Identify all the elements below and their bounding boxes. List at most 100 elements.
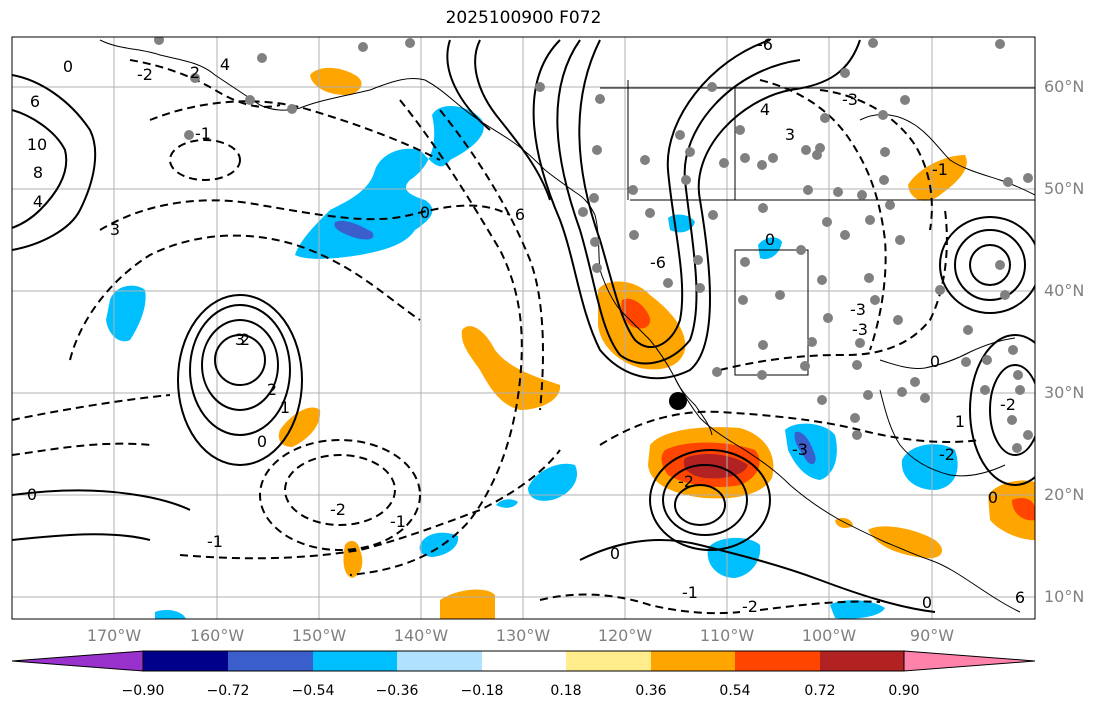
lon-label-120w: 120°W <box>597 626 653 645</box>
shading-orange-small-pacific <box>835 518 853 528</box>
colorbar-frame <box>142 650 905 672</box>
coastlines <box>99 39 1035 613</box>
contours-solid <box>12 39 1035 613</box>
shading-red-california <box>621 298 651 329</box>
contour-label: 6 <box>515 205 525 224</box>
contour-label: 10 <box>27 135 47 154</box>
shading-orange-pacific <box>461 326 561 410</box>
marker-point <box>669 392 687 410</box>
shading-orange-central-america <box>868 526 943 559</box>
shading-blue-mexico-dark <box>794 431 816 465</box>
contour-label: -1 <box>390 512 406 531</box>
contour-label: 2 <box>190 63 200 82</box>
contour-label: -3 <box>850 300 866 319</box>
contour-label: 0 <box>930 352 940 371</box>
colorbar-left-extension <box>11 650 144 672</box>
shading-blue-small-1 <box>419 532 459 557</box>
contour-label: -2 <box>330 500 346 519</box>
colorbar-segment-1 <box>143 651 228 671</box>
lon-label-150w: 150°W <box>291 626 347 645</box>
contour-label: -2 <box>742 597 758 616</box>
lat-label-40n: 40°N <box>1044 281 1085 300</box>
shading-blue-dark <box>334 220 374 240</box>
colorbar-tick-label: −0.36 <box>375 683 419 699</box>
colorbar-segment-3 <box>313 651 397 671</box>
contour-label: 0 <box>27 485 37 504</box>
colorbar-tick-label: 0.90 <box>888 683 920 699</box>
map-title: 2025100900 F072 <box>445 8 602 28</box>
shading-orange-hawaii <box>278 407 321 447</box>
shading-blue-central <box>528 463 578 501</box>
contour-label: -6 <box>650 253 666 272</box>
lon-label-90w: 90°W <box>909 626 955 645</box>
colorbar-tick-label: −0.54 <box>291 683 335 699</box>
contour-label: 0 <box>765 230 775 249</box>
contour-label: 0 <box>610 544 620 563</box>
colorbar <box>11 650 1036 672</box>
shading-orange-small-south <box>343 540 363 578</box>
contour-label: 0 <box>63 57 73 76</box>
lat-label-10n: 10°N <box>1044 587 1085 606</box>
colorbar-tick-label: 0.18 <box>550 683 582 699</box>
contour-label: 3 <box>785 125 795 144</box>
colorbar-segment-7 <box>651 651 735 671</box>
shading-blue-small-5 <box>155 610 186 619</box>
shading-blue-west-pacific <box>106 285 146 342</box>
colorbar-segment-8 <box>735 651 820 671</box>
colorbar-tick-label: 0.36 <box>635 683 667 699</box>
lat-label-50n: 50°N <box>1044 179 1085 198</box>
contour-label: 4 <box>760 100 770 119</box>
contour-label: 0 <box>988 488 998 507</box>
contour-label: -6 <box>757 35 773 54</box>
colorbar-segment-4 <box>397 651 482 671</box>
contour-label: 1 <box>955 412 965 431</box>
colorbar-tick-label: 0.72 <box>804 683 836 699</box>
colorbar-right-extension <box>903 650 1036 672</box>
colorbar-segment-2 <box>228 651 313 671</box>
graticule <box>12 37 1035 619</box>
contour-label: -1 <box>195 124 211 143</box>
contours-dashed <box>12 59 981 615</box>
colorbar-tick-label: 0.54 <box>719 683 751 699</box>
map-frame <box>11 36 1036 620</box>
colorbar-segment-9 <box>820 651 904 671</box>
contour-label: 4 <box>220 55 230 74</box>
lat-label-20n: 20°N <box>1044 485 1085 504</box>
lon-label-140w: 140°W <box>393 626 449 645</box>
shading-blue-gulf-alaska <box>295 105 484 259</box>
shading-orange-alaska <box>310 67 362 95</box>
colorbar-tick-label: −0.90 <box>121 683 165 699</box>
contour-label: -3 <box>792 440 808 459</box>
lon-label-170w: 170°W <box>86 626 142 645</box>
colorbar-tick-label: −0.18 <box>460 683 504 699</box>
lon-label-160w: 160°W <box>189 626 245 645</box>
contour-label: -3 <box>852 320 868 339</box>
contour-label: -2 <box>137 65 153 84</box>
contour-label: -1 <box>682 583 698 602</box>
lat-label-60n: 60°N <box>1044 77 1085 96</box>
shading-blue-small-4 <box>830 600 885 619</box>
contour-label: 0 <box>257 432 267 451</box>
contour-label: -1 <box>207 532 223 551</box>
shading-blue-south <box>707 537 761 578</box>
contour-label: -2 <box>678 472 694 491</box>
contour-label: 2 <box>267 380 277 399</box>
lat-label-30n: 30°N <box>1044 383 1085 402</box>
contour-label: 6 <box>30 92 40 111</box>
colorbar-segment-6 <box>566 651 651 671</box>
contour-label: 3 <box>235 330 245 349</box>
contour-label: 2 <box>240 330 250 349</box>
contour-label: 6 <box>1015 588 1025 607</box>
lon-label-100w: 100°W <box>801 626 857 645</box>
anomaly-shading <box>106 67 1035 619</box>
contour-label: -2 <box>1000 395 1016 414</box>
contour-label: -2 <box>939 445 955 464</box>
shading-orange-bottom <box>440 589 495 619</box>
shading-blue-small-3 <box>758 237 782 260</box>
contour-label: -1 <box>932 160 948 179</box>
colorbar-tick-label: −0.72 <box>206 683 250 699</box>
contour-label: 8 <box>33 163 43 182</box>
station-dots <box>154 37 1033 453</box>
